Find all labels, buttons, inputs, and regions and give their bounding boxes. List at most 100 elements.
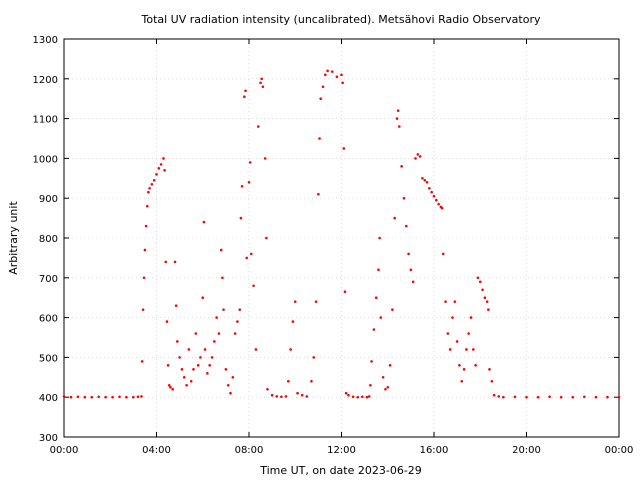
data-point [167,383,171,387]
data-point [97,395,100,399]
data-point [458,364,461,367]
x-tick-label: 12:00 [327,445,356,456]
data-point [559,395,563,399]
data-point [340,73,343,77]
y-tick-label: 600 [39,314,58,325]
data-point [118,395,121,399]
data-point [502,395,505,399]
y-tick-label: 800 [39,234,58,245]
y-tick-label: 1000 [33,154,58,165]
data-point [192,368,195,371]
data-point [381,376,385,379]
data-point [206,372,209,375]
chart-title: Total UV radiation intensity (uncalibrat… [141,13,541,26]
data-point [266,387,269,391]
data-point [140,395,143,398]
data-point [176,340,179,343]
data-point [169,385,172,389]
data-point [469,316,473,319]
data-point [487,308,490,311]
data-point [435,198,438,202]
data-point [409,268,413,272]
data-point [174,304,178,307]
data-point [215,316,218,319]
data-point [263,157,267,160]
data-point [62,395,66,398]
data-point [525,395,528,399]
data-point [319,97,322,100]
data-point [314,300,318,303]
data-point [369,383,372,387]
data-point [441,252,445,256]
data-point [483,296,487,300]
data-point [229,391,232,395]
data-point [189,379,193,383]
y-tick-label: 900 [39,194,58,205]
data-point [159,163,163,166]
data-point [296,391,299,395]
data-point [199,356,202,359]
data-point [481,288,484,292]
data-point [384,387,387,391]
data-point [289,348,292,351]
data-point [201,296,205,300]
data-point [140,360,144,363]
data-point [152,178,156,182]
data-point [280,395,283,399]
data-point [324,73,327,77]
data-point [104,395,107,399]
data-point [393,216,396,220]
data-point [465,348,468,351]
data-point [239,216,243,220]
data-point [396,109,400,112]
x-axis-label: Time UT, on date 2023-06-29 [259,464,422,477]
data-point [317,192,320,196]
data-point [145,204,149,208]
data-point [171,387,174,391]
grid-lines [64,39,619,437]
data-point [583,395,586,399]
data-point [455,340,459,343]
data-point [343,290,347,294]
data-point [238,308,242,311]
data-point [395,117,399,120]
data-point [111,395,114,399]
data-point [185,383,188,387]
data-point [202,220,206,224]
data-point [437,202,440,206]
data-point [244,89,247,93]
data-point [182,376,186,379]
data-point [69,395,73,399]
data-point [141,308,145,311]
data-point [351,395,355,399]
data-point [250,252,253,256]
data-point [453,300,457,303]
data-point [178,356,181,359]
data-point [210,356,214,359]
data-point [448,348,452,351]
data-point [247,180,251,184]
y-tick-label: 300 [39,433,58,444]
data-point [173,260,177,264]
data-point [233,332,237,335]
data-point [411,280,415,284]
data-point [219,248,223,252]
data-point [451,316,454,319]
data-point [248,161,252,164]
data-point [76,395,80,399]
data-point [150,182,154,186]
data-point [418,155,422,158]
data-point [90,395,94,399]
data-point [425,180,429,184]
data-point [252,284,255,288]
data-point [125,395,128,399]
data-point [421,177,424,180]
data-point [476,276,480,280]
data-point [485,300,489,303]
y-tick-label: 500 [39,353,58,364]
x-tick-label: 08:00 [235,445,264,456]
data-point [284,395,288,398]
data-point [374,296,378,300]
data-point [318,137,321,140]
data-point [428,186,431,190]
